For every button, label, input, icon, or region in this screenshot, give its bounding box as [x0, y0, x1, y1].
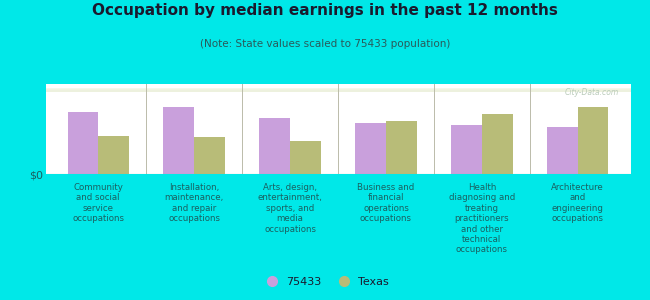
Bar — [46, 90, 630, 92]
Bar — [46, 90, 630, 91]
Bar — [46, 90, 630, 92]
Bar — [46, 89, 630, 91]
Bar — [46, 88, 630, 90]
Bar — [46, 89, 630, 91]
Bar — [46, 89, 630, 91]
Bar — [46, 89, 630, 91]
Bar — [46, 89, 630, 91]
Bar — [46, 88, 630, 90]
Bar — [46, 90, 630, 92]
Bar — [68, 112, 98, 174]
Bar — [46, 90, 630, 92]
Bar — [46, 89, 630, 91]
Text: City-Data.com: City-Data.com — [565, 88, 619, 97]
Bar — [46, 89, 630, 90]
Bar — [386, 121, 417, 174]
Bar — [46, 89, 630, 91]
Text: Arts, design,
entertainment,
sports, and
media
occupations: Arts, design, entertainment, sports, and… — [257, 183, 322, 234]
Bar — [46, 89, 630, 91]
Bar — [46, 88, 630, 90]
Bar — [451, 125, 482, 174]
Bar — [46, 89, 630, 91]
Bar — [194, 137, 225, 174]
Bar — [46, 90, 630, 92]
Text: Architecture
and
engineering
occupations: Architecture and engineering occupations — [551, 183, 604, 223]
Bar — [46, 88, 630, 90]
Text: Installation,
maintenance,
and repair
occupations: Installation, maintenance, and repair oc… — [164, 183, 224, 223]
Bar — [46, 89, 630, 91]
Bar — [46, 89, 630, 91]
Bar — [46, 89, 630, 91]
Bar — [46, 89, 630, 91]
Bar — [46, 90, 630, 92]
Bar — [46, 89, 630, 91]
Bar — [46, 90, 630, 92]
Bar — [46, 89, 630, 91]
Bar — [46, 90, 630, 92]
Bar — [46, 88, 630, 90]
Bar — [46, 89, 630, 91]
Bar — [46, 89, 630, 91]
Text: Health
diagnosing and
treating
practitioners
and other
technical
occupations: Health diagnosing and treating practitio… — [448, 183, 515, 254]
Bar — [578, 107, 608, 174]
Bar — [46, 90, 630, 92]
Legend: 75433, Texas: 75433, Texas — [257, 273, 393, 291]
Bar — [290, 141, 320, 174]
Bar — [46, 88, 630, 90]
Bar — [163, 107, 194, 174]
Bar — [46, 89, 630, 90]
Bar — [46, 89, 630, 91]
Bar — [46, 88, 630, 90]
Text: Business and
financial
operations
occupations: Business and financial operations occupa… — [358, 183, 415, 223]
Bar — [46, 90, 630, 91]
Bar — [46, 90, 630, 92]
Bar — [46, 88, 630, 90]
Bar — [46, 88, 630, 90]
Bar — [46, 89, 630, 91]
Text: Occupation by median earnings in the past 12 months: Occupation by median earnings in the pas… — [92, 3, 558, 18]
Bar — [547, 127, 578, 174]
Bar — [46, 89, 630, 91]
Bar — [46, 89, 630, 91]
Bar — [46, 88, 630, 90]
Text: Community
and social
service
occupations: Community and social service occupations — [72, 183, 124, 223]
Bar — [482, 114, 513, 174]
Bar — [46, 90, 630, 91]
Bar — [98, 136, 129, 174]
Bar — [259, 118, 290, 174]
Bar — [356, 123, 386, 174]
Text: (Note: State values scaled to 75433 population): (Note: State values scaled to 75433 popu… — [200, 39, 450, 49]
Bar — [46, 89, 630, 91]
Bar — [46, 88, 630, 90]
Bar — [46, 89, 630, 90]
Bar — [46, 89, 630, 91]
